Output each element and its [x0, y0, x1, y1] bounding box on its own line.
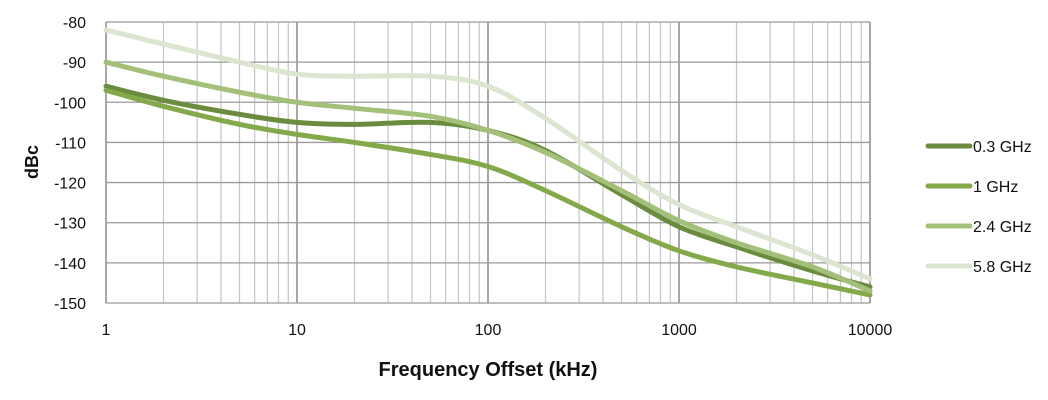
- y-tick-label: -130: [54, 216, 86, 233]
- series-line: [103, 59, 873, 294]
- series-lines: [103, 27, 873, 298]
- y-tick-label: -80: [63, 15, 86, 32]
- legend: 0.3 GHz 1 GHz 2.4 GHz 5.8 GHz: [925, 139, 1032, 276]
- y-tick-label: -90: [63, 55, 86, 72]
- legend-label: 2.4 GHz: [973, 219, 1032, 236]
- x-axis-label: Frequency Offset (kHz): [379, 359, 598, 381]
- x-tick-label: 1: [102, 322, 111, 339]
- x-tick-label: 10: [288, 322, 306, 339]
- series-line: [103, 27, 873, 282]
- y-tick-label: -100: [54, 95, 86, 112]
- y-tick-labels: -80 -90 -100 -110 -120 -130 -140 -150: [54, 15, 86, 313]
- legend-label: 1 GHz: [973, 179, 1018, 196]
- grid: [105, 21, 871, 304]
- y-tick-label: -110: [55, 135, 86, 152]
- x-tick-label: 100: [475, 322, 502, 339]
- legend-label: 0.3 GHz: [973, 139, 1032, 156]
- x-tick-label: 10000: [848, 322, 893, 339]
- x-tick-labels: 1 10 100 1000 10000: [102, 322, 893, 339]
- y-axis-label: dBc: [22, 145, 42, 179]
- x-tick-label: 1000: [661, 322, 697, 339]
- y-tick-label: -150: [54, 296, 86, 313]
- series-line: [103, 87, 873, 298]
- legend-label: 5.8 GHz: [973, 259, 1032, 276]
- y-tick-label: -120: [54, 176, 86, 193]
- y-tick-label: -140: [54, 256, 86, 273]
